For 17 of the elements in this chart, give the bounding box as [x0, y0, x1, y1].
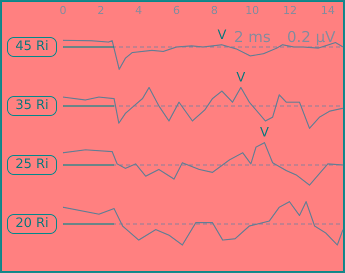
x-tick-label: 8 — [210, 4, 218, 17]
x-tick-label: 6 — [173, 4, 180, 17]
x-tick-label: 10 — [245, 4, 260, 17]
annotation: 2 ms — [234, 28, 271, 46]
x-tick-label: 12 — [283, 4, 298, 17]
y-axis-title: 25 Ri — [7, 155, 57, 175]
y-axis-title: 20 Ri — [7, 214, 57, 234]
annotation: 0.2 µV — [287, 28, 336, 46]
annotation: V — [217, 28, 226, 43]
x-tick-label: 14 — [320, 4, 335, 17]
annotation: V — [236, 70, 246, 86]
y-axis-title: 45 Ri — [7, 37, 57, 57]
annotation: V — [260, 126, 270, 141]
x-tick-label: 4 — [135, 4, 142, 17]
y-axis-title: 35 Ri — [7, 96, 57, 116]
x-tick-label: 2 — [97, 4, 104, 17]
x-tick-label: 0 — [60, 4, 66, 17]
